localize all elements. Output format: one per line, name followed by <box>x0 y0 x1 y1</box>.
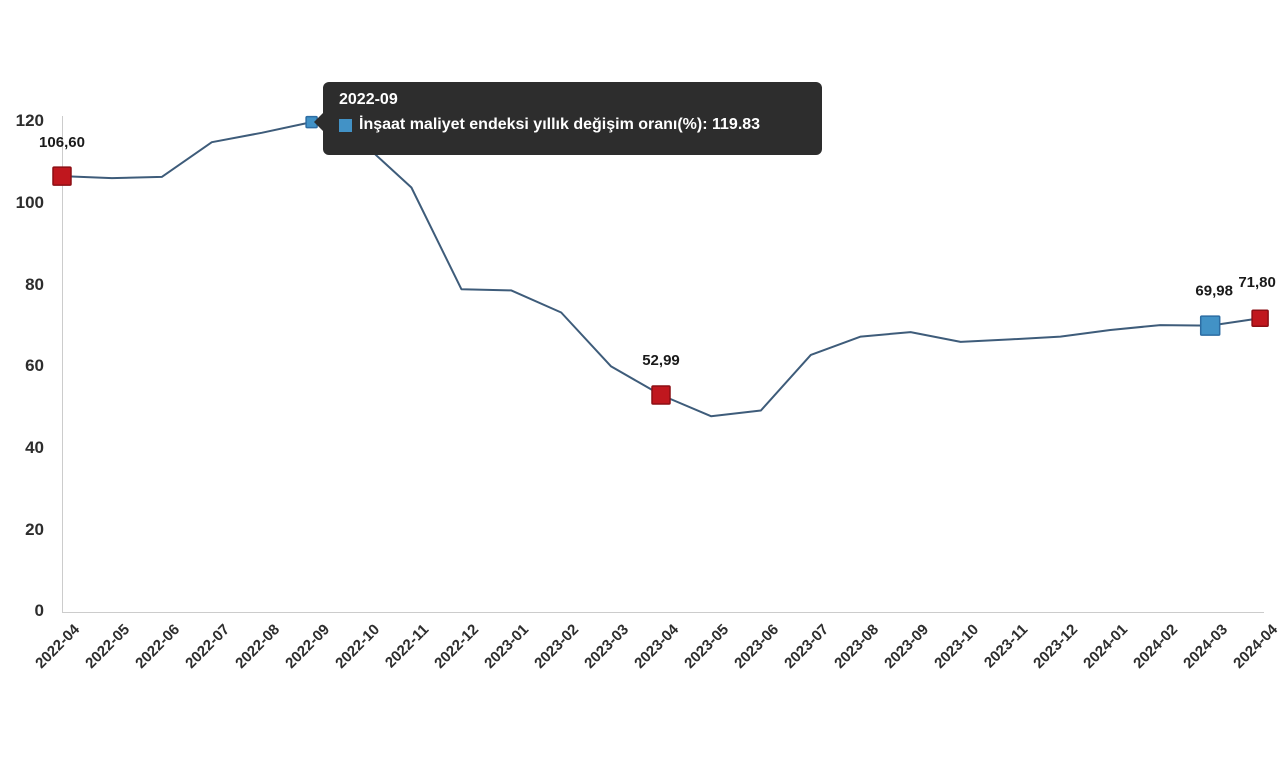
data-label-2024-04: 71,80 <box>1238 274 1276 291</box>
data-point-marker-2022-04[interactable] <box>52 166 72 186</box>
chart-tooltip: 2022-09 İnşaat maliyet endeksi yıllık de… <box>314 82 822 155</box>
data-label-2023-04: 52,99 <box>642 352 680 369</box>
series-line <box>61 121 1262 418</box>
data-point-marker-2024-03[interactable] <box>1199 315 1221 336</box>
data-point-marker-2023-04[interactable] <box>651 385 671 405</box>
data-label-2022-04: 106,60 <box>39 134 85 151</box>
tooltip-title: 2022-09 <box>339 91 398 108</box>
y-axis-label-80: 80 <box>25 275 44 294</box>
tooltip-arrow-icon <box>314 112 324 132</box>
y-axis-label-40: 40 <box>25 438 44 457</box>
y-axis-label-120: 120 <box>15 111 44 130</box>
series-swatch-icon <box>339 118 352 132</box>
data-label-2024-03: 69,98 <box>1195 283 1233 300</box>
tooltip-series-text: İnşaat maliyet endeksi yıllık değişim or… <box>359 116 761 133</box>
y-axis-label-100: 100 <box>15 193 44 212</box>
tooltip-body: İnşaat maliyet endeksi yıllık değişim or… <box>339 116 806 134</box>
y-axis-label-0: 0 <box>34 601 44 620</box>
data-point-marker-2024-04[interactable] <box>1251 309 1269 327</box>
y-axis-label-60: 60 <box>25 356 44 375</box>
y-axis-label-20: 20 <box>25 520 44 539</box>
